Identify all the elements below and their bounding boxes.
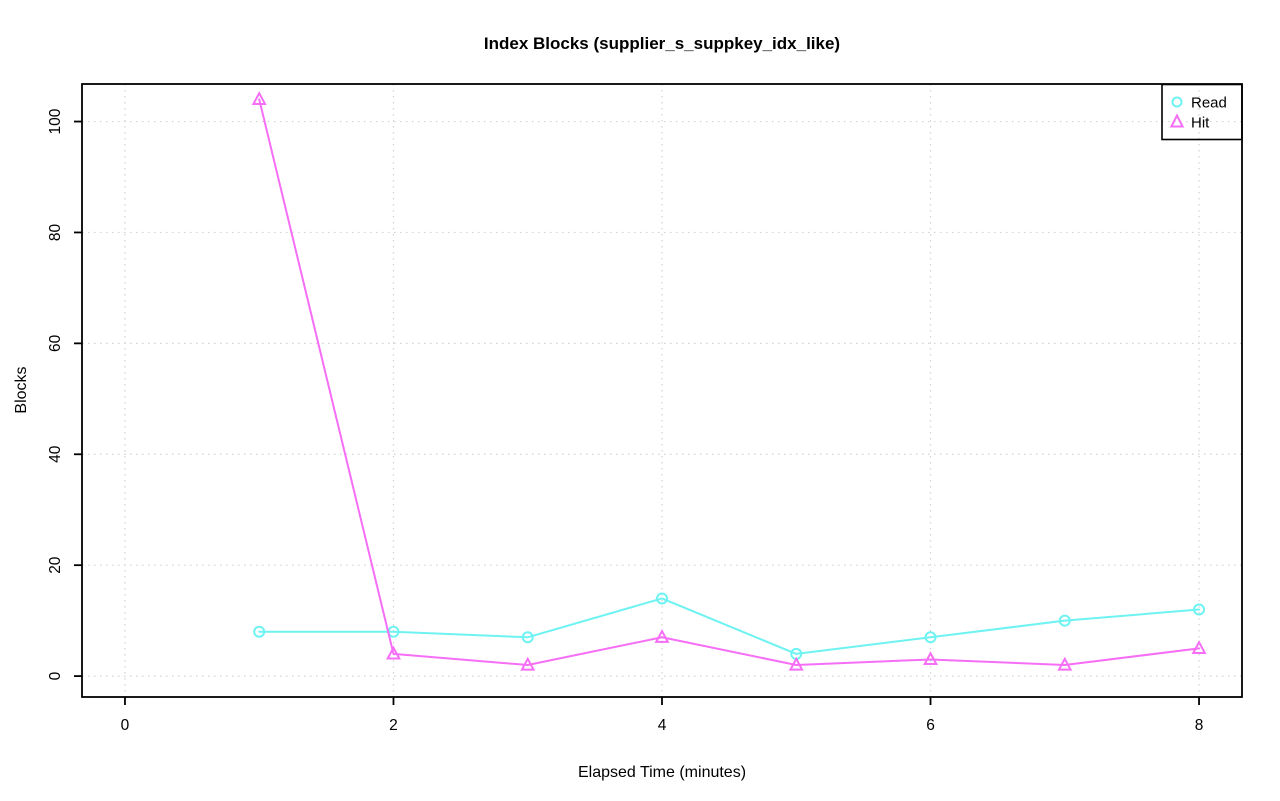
legend-label-hit: Hit bbox=[1191, 115, 1210, 132]
series-line-read bbox=[258, 597, 1201, 655]
hit-marker-icon bbox=[1057, 656, 1073, 671]
x-tick-label: 8 bbox=[1195, 717, 1204, 734]
legend: Read Hit bbox=[1161, 83, 1243, 141]
series-line-hit bbox=[258, 98, 1201, 667]
y-axis-label: Blocks bbox=[13, 366, 30, 414]
y-tick-label: 0 bbox=[47, 671, 64, 680]
x-tick-label: 2 bbox=[389, 717, 398, 734]
hit-marker-icon bbox=[788, 656, 804, 671]
x-tick-label: 0 bbox=[121, 717, 130, 734]
x-tick-label: 4 bbox=[658, 717, 667, 734]
read-marker-icon bbox=[521, 631, 534, 644]
x-tick-label: 6 bbox=[926, 717, 935, 734]
read-marker-icon bbox=[924, 631, 937, 644]
read-marker-icon bbox=[656, 592, 668, 605]
read-marker-icon bbox=[1058, 614, 1071, 627]
read-marker-icon bbox=[1193, 603, 1206, 616]
hit-marker-icon bbox=[654, 628, 670, 643]
y-tick-label: 40 bbox=[47, 445, 64, 463]
hit-marker-icon bbox=[1191, 640, 1207, 654]
hit-marker-icon bbox=[251, 91, 267, 105]
hit-marker-icon bbox=[520, 656, 536, 671]
read-marker-icon bbox=[253, 625, 266, 638]
y-tick-label: 100 bbox=[47, 108, 64, 134]
y-tick-label: 20 bbox=[47, 556, 64, 574]
legend-label-read: Read bbox=[1191, 95, 1227, 112]
legend-box bbox=[1161, 83, 1243, 141]
y-tick-label: 60 bbox=[47, 334, 64, 352]
legend-hit-marker-icon bbox=[1169, 113, 1185, 128]
y-tick-label: 80 bbox=[47, 223, 64, 241]
hit-marker-icon bbox=[386, 645, 401, 660]
x-axis-label: Elapsed Time (minutes) bbox=[577, 764, 747, 781]
legend-read-marker-icon bbox=[1171, 96, 1183, 108]
chart-title: Index Blocks (supplier_s_suppkey_idx_lik… bbox=[483, 34, 841, 53]
hit-marker-icon bbox=[923, 651, 938, 666]
